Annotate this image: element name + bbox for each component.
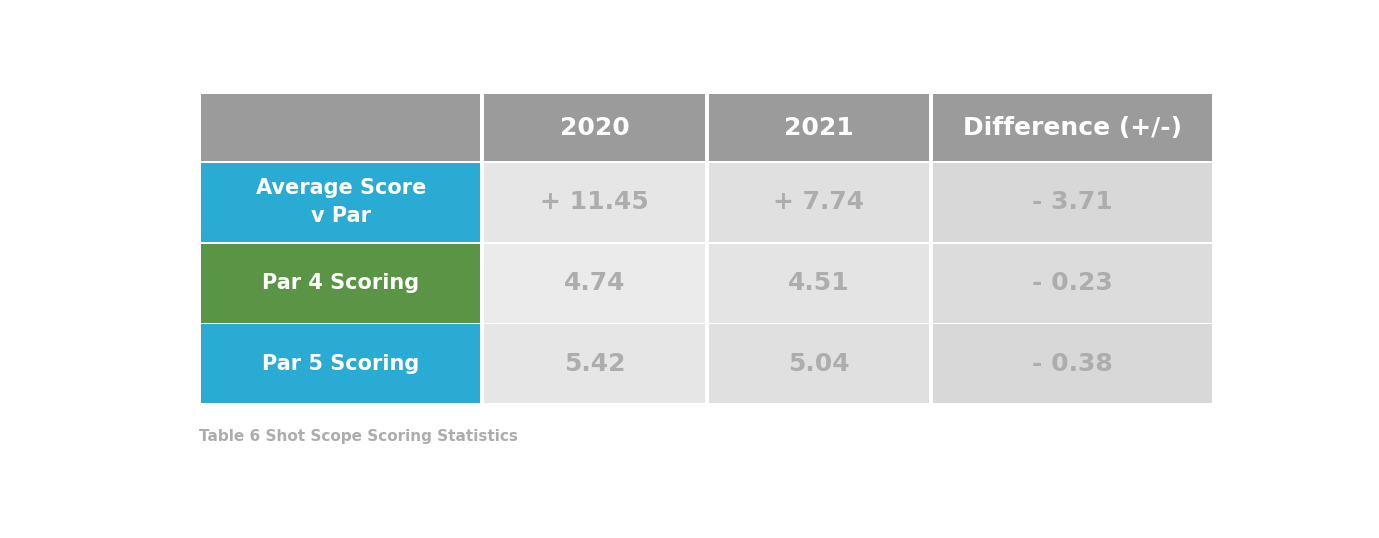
Text: 4.74: 4.74: [564, 271, 625, 295]
FancyBboxPatch shape: [201, 324, 480, 404]
Text: 2020: 2020: [560, 116, 629, 140]
FancyBboxPatch shape: [201, 244, 480, 323]
Text: + 11.45: + 11.45: [541, 190, 650, 214]
Text: 2021: 2021: [785, 116, 854, 140]
FancyBboxPatch shape: [484, 162, 705, 242]
FancyBboxPatch shape: [709, 244, 929, 323]
FancyBboxPatch shape: [934, 324, 1212, 404]
Text: 5.42: 5.42: [564, 352, 625, 376]
FancyBboxPatch shape: [709, 94, 929, 161]
Text: Par 5 Scoring: Par 5 Scoring: [262, 354, 419, 374]
Text: Table 6 Shot Scope Scoring Statistics: Table 6 Shot Scope Scoring Statistics: [199, 429, 519, 444]
FancyBboxPatch shape: [484, 244, 705, 323]
Text: Par 4 Scoring: Par 4 Scoring: [262, 273, 419, 293]
FancyBboxPatch shape: [709, 324, 929, 404]
Text: + 7.74: + 7.74: [774, 190, 865, 214]
FancyBboxPatch shape: [709, 162, 929, 242]
FancyBboxPatch shape: [201, 94, 480, 161]
Text: Average Score
v Par: Average Score v Par: [255, 178, 426, 226]
Text: Difference (+/-): Difference (+/-): [964, 116, 1182, 140]
Text: - 0.38: - 0.38: [1033, 352, 1113, 376]
FancyBboxPatch shape: [934, 244, 1212, 323]
Text: - 3.71: - 3.71: [1033, 190, 1113, 214]
FancyBboxPatch shape: [484, 324, 705, 404]
FancyBboxPatch shape: [201, 162, 480, 242]
FancyBboxPatch shape: [934, 94, 1212, 161]
Text: - 0.23: - 0.23: [1033, 271, 1113, 295]
Text: 5.04: 5.04: [789, 352, 849, 376]
FancyBboxPatch shape: [934, 162, 1212, 242]
Text: 4.51: 4.51: [789, 271, 849, 295]
FancyBboxPatch shape: [484, 94, 705, 161]
